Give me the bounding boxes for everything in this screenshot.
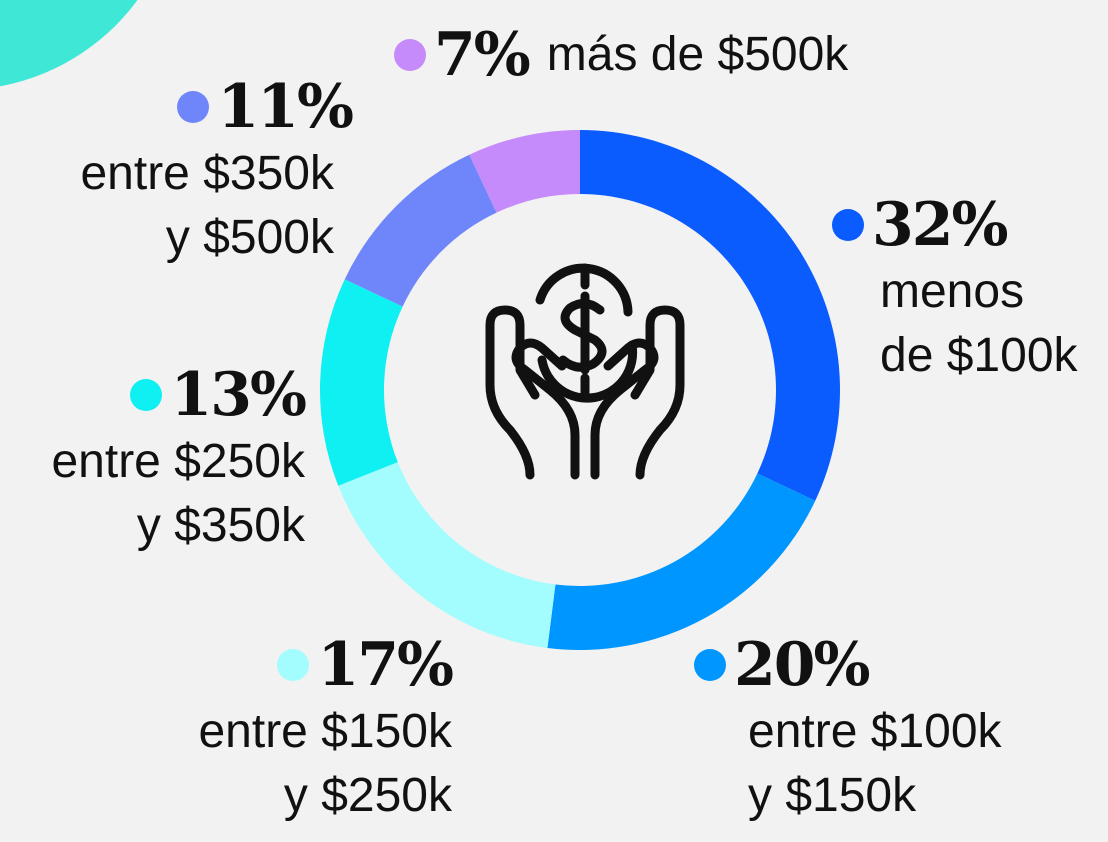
label-group: 7% más de $500k bbox=[394, 20, 848, 90]
legend-dot bbox=[694, 649, 726, 681]
legend-dot bbox=[130, 379, 163, 411]
label-row: 7% más de $500k bbox=[394, 20, 848, 90]
donut-segment bbox=[547, 473, 816, 650]
donut-segment bbox=[469, 130, 580, 213]
label-group: 17% entre $150k y $250k bbox=[198, 630, 454, 828]
label-row: 17% bbox=[198, 630, 454, 700]
label-row: 13% bbox=[51, 360, 307, 430]
percent-label: 32% bbox=[872, 190, 1009, 260]
donut-segment bbox=[580, 130, 840, 501]
donut bbox=[320, 130, 840, 650]
percent-label: 20% bbox=[734, 630, 871, 700]
category-label: entre $100k y $150k bbox=[748, 705, 1002, 822]
label-group: 11% entre $350k y $500k bbox=[80, 72, 354, 270]
category-label: menos de $100k bbox=[880, 265, 1078, 382]
donut-segment bbox=[344, 154, 497, 307]
legend-dot bbox=[177, 91, 210, 123]
legend-dot bbox=[832, 209, 864, 241]
decoration bbox=[0, 0, 138, 87]
percent-label: 13% bbox=[170, 360, 307, 430]
legend-dot bbox=[394, 39, 426, 71]
category-label: más de $500k bbox=[546, 28, 849, 81]
label-row: 11% bbox=[80, 72, 354, 142]
donut-segment bbox=[338, 462, 556, 648]
label-row: 20% bbox=[694, 630, 1002, 700]
category-label: entre $150k y $250k bbox=[198, 705, 452, 822]
money-hands-icon bbox=[485, 263, 685, 480]
legend-dot bbox=[277, 649, 310, 681]
percent-label: 7% bbox=[434, 20, 531, 90]
category-label: entre $350k y $500k bbox=[80, 147, 334, 264]
category-label: entre $250k y $350k bbox=[51, 435, 305, 552]
label-group: 32% menos de $100k bbox=[832, 190, 1078, 388]
percent-label: 11% bbox=[217, 72, 354, 142]
label-group: 13% entre $250k y $350k bbox=[51, 360, 307, 558]
percent-label: 17% bbox=[317, 630, 454, 700]
label-row: 32% bbox=[832, 190, 1078, 260]
label-group: 20% entre $100k y $150k bbox=[694, 630, 1002, 828]
donut-segment bbox=[320, 279, 403, 486]
